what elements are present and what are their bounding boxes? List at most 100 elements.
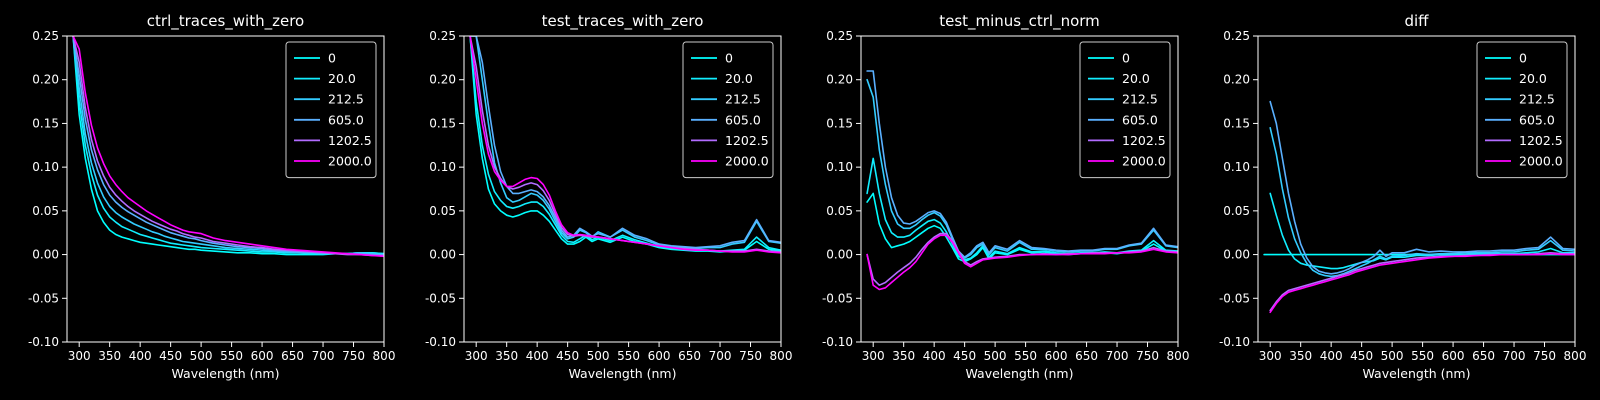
chart-title: test_traces_with_zero — [542, 12, 704, 31]
legend: 0 20.0 212.5 605.0 1202.5 2000.0 — [1476, 41, 1568, 179]
axes-frame — [463, 35, 782, 343]
legend-label: 212.5 — [1122, 92, 1158, 107]
series-line-2000-0 — [866, 234, 1178, 291]
legend-label: 605.0 — [328, 112, 364, 127]
legend-label: 1202.5 — [725, 133, 769, 148]
legend-label: 212.5 — [328, 92, 364, 107]
axes-frame — [66, 35, 385, 343]
x-tick-label: 750 — [739, 349, 762, 363]
legend-label: 0 — [725, 51, 733, 66]
x-tick-label: 600 — [251, 349, 274, 363]
y-tick-label: 0.10 — [429, 160, 456, 174]
y-tick-label: -0.05 — [1219, 291, 1250, 305]
series-line-605-0 — [866, 70, 1178, 258]
legend: 0 20.0 212.5 605.0 1202.5 2000.0 — [1079, 41, 1171, 179]
x-tick-label: 650 — [1472, 349, 1495, 363]
y-tick-label: -0.10 — [822, 335, 853, 349]
x-tick-label: 550 — [617, 349, 640, 363]
x-tick-label: 450 — [556, 349, 579, 363]
legend-label: 20.0 — [328, 71, 356, 86]
series-line-212-5 — [1269, 127, 1575, 278]
x-tick-label: 750 — [1533, 349, 1556, 363]
series-line-2000-0 — [72, 36, 384, 258]
legend: 0 20.0 212.5 605.0 1202.5 2000.0 — [285, 41, 377, 179]
y-tick-label: -0.05 — [425, 291, 456, 305]
x-tick-label: 650 — [281, 349, 304, 363]
x-tick-label: 450 — [1350, 349, 1373, 363]
x-tick-label: 500 — [984, 349, 1007, 363]
y-tick-label: 0.05 — [32, 204, 59, 218]
legend-label: 2000.0 — [725, 154, 769, 169]
legend-box — [682, 41, 774, 179]
y-tick-label: 0.00 — [429, 248, 456, 262]
y-tick-label: 0.10 — [1223, 160, 1250, 174]
legend-label: 2000.0 — [1122, 154, 1166, 169]
series-line-212-5 — [72, 36, 384, 256]
legend-label: 0 — [1122, 51, 1130, 66]
legend-label: 1202.5 — [1122, 133, 1166, 148]
x-tick-label: 750 — [342, 349, 365, 363]
y-tick-label: 0.10 — [826, 160, 853, 174]
axes-frame — [1257, 35, 1576, 343]
series-line-605-0 — [1269, 100, 1575, 275]
x-axis-label: Wavelength (nm) — [1363, 366, 1471, 381]
legend-label: 605.0 — [1519, 112, 1555, 127]
x-tick-label: 800 — [373, 349, 396, 363]
x-tick-label: 300 — [1259, 349, 1282, 363]
y-tick-label: 0.20 — [1223, 73, 1250, 87]
x-tick-label: 700 — [1106, 349, 1129, 363]
x-tick-label: 500 — [190, 349, 213, 363]
x-tick-label: 500 — [587, 349, 610, 363]
y-tick-label: 0.20 — [826, 73, 853, 87]
x-axis-label: Wavelength (nm) — [966, 366, 1074, 381]
series-line-1202-5 — [866, 232, 1178, 286]
x-tick-label: 350 — [892, 349, 915, 363]
panel-test-traces-with-zero: 300 350 400 450 500 550 600 650 700 750 800 -0.10 -0… — [425, 12, 793, 381]
x-tick-label: 750 — [1136, 349, 1159, 363]
series-line-20-0 — [72, 36, 384, 255]
x-tick-label: 800 — [1167, 349, 1190, 363]
legend-label: 212.5 — [725, 92, 761, 107]
x-tick-label: 600 — [1442, 349, 1465, 363]
legend-label: 20.0 — [1519, 71, 1547, 86]
x-tick-label: 300 — [68, 349, 91, 363]
x-tick-label: 700 — [709, 349, 732, 363]
x-tick-label: 550 — [220, 349, 243, 363]
legend-label: 0 — [328, 51, 336, 66]
y-tick-label: 0.00 — [826, 248, 853, 262]
series-line-20-0 — [866, 157, 1178, 261]
series-line-20-0 — [1269, 192, 1575, 270]
panel-ctrl-traces-with-zero: 300 350 400 450 500 550 600 650 700 750 800 -0.10 -0… — [28, 12, 396, 381]
y-tick-label: -0.10 — [1219, 335, 1250, 349]
x-tick-label: 700 — [1503, 349, 1526, 363]
x-axis-label: Wavelength (nm) — [172, 366, 280, 381]
legend-label: 605.0 — [725, 112, 761, 127]
chart-title: test_minus_ctrl_norm — [939, 12, 1100, 31]
x-tick-label: 300 — [862, 349, 885, 363]
chart-title: diff — [1404, 12, 1429, 30]
y-tick-label: 0.15 — [32, 116, 59, 130]
panel-test-minus-ctrl-norm: 300 350 400 450 500 550 600 650 700 750 800 -0.10 -0… — [822, 12, 1190, 381]
x-tick-label: 650 — [678, 349, 701, 363]
legend-label: 20.0 — [725, 71, 753, 86]
series-lines — [469, 36, 781, 254]
series-lines — [866, 70, 1178, 291]
y-tick-label: 0.20 — [429, 73, 456, 87]
x-tick-label: 450 — [159, 349, 182, 363]
y-tick-label: 0.15 — [1223, 116, 1250, 130]
x-tick-label: 400 — [526, 349, 549, 363]
x-tick-label: 650 — [1075, 349, 1098, 363]
y-tick-label: 0.10 — [32, 160, 59, 174]
legend-box — [1079, 41, 1171, 179]
x-tick-label: 400 — [129, 349, 152, 363]
x-tick-label: 700 — [312, 349, 335, 363]
x-tick-label: 400 — [923, 349, 946, 363]
legend-label: 2000.0 — [328, 154, 372, 169]
x-tick-label: 800 — [770, 349, 793, 363]
y-tick-label: 0.00 — [1223, 248, 1250, 262]
legend-label: 212.5 — [1519, 92, 1555, 107]
legend: 0 20.0 212.5 605.0 1202.5 2000.0 — [682, 41, 774, 179]
axes-frame — [860, 35, 1179, 343]
y-tick-label: 0.25 — [32, 29, 59, 43]
